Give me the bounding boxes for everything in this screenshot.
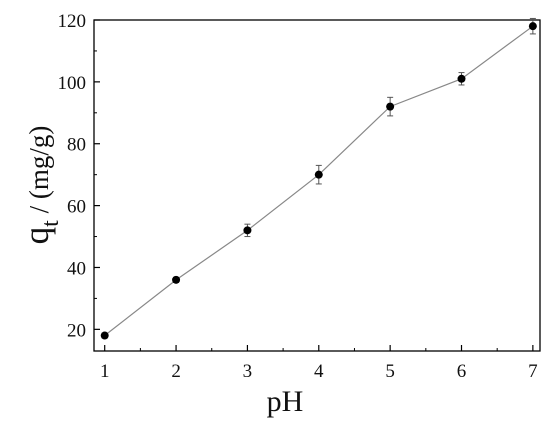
y-tick-label: 60 xyxy=(67,197,86,218)
x-tick-label: 3 xyxy=(243,361,253,382)
svg-text:qt / (mg/g): qt / (mg/g) xyxy=(17,126,64,245)
data-point xyxy=(314,170,323,179)
x-axis-title: pH xyxy=(267,385,304,418)
data-point xyxy=(172,275,181,284)
x-tick-label: 4 xyxy=(314,361,324,382)
x-tick-label: 1 xyxy=(100,361,110,382)
y-tick-label: 120 xyxy=(58,11,87,32)
x-tick-label: 2 xyxy=(171,361,181,382)
data-point xyxy=(243,226,252,235)
data-point xyxy=(386,102,395,111)
x-tick-label: 7 xyxy=(528,361,538,382)
y-tick-label: 100 xyxy=(58,73,87,94)
data-point xyxy=(100,331,109,340)
y-axis-title-main: q xyxy=(17,227,56,245)
y-tick-label: 20 xyxy=(67,320,86,341)
y-axis-title-unit: / (mg/g) xyxy=(24,126,54,221)
x-tick-label: 5 xyxy=(385,361,395,382)
data-point xyxy=(457,74,466,83)
y-axis-title: qt / (mg/g) xyxy=(17,126,64,245)
y-tick-label: 40 xyxy=(67,258,86,279)
y-tick-label: 80 xyxy=(67,135,86,156)
data-point xyxy=(528,22,537,31)
x-tick-label: 6 xyxy=(457,361,467,382)
plot-area-frame xyxy=(93,19,541,352)
y-axis-title-subscript: t xyxy=(38,220,64,227)
